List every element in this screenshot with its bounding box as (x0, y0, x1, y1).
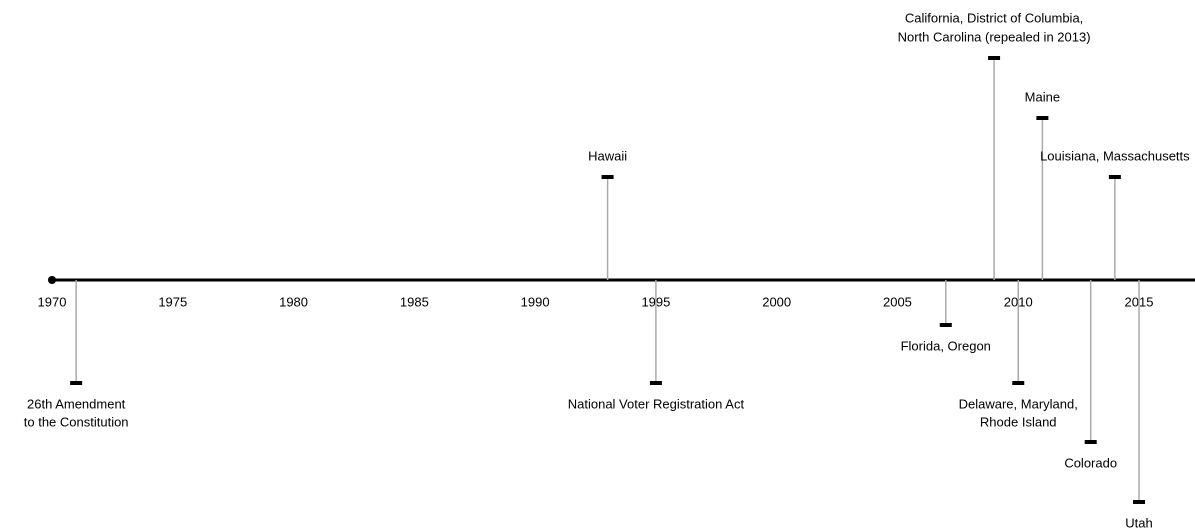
x-tick-label: 1980 (279, 294, 308, 309)
x-tick-label: 2005 (883, 294, 912, 309)
event-marker (649, 381, 662, 385)
event-marker (939, 323, 952, 327)
event-label: Hawaii (588, 148, 627, 163)
event-label: Utah (1125, 515, 1152, 530)
axis-start-dot (48, 276, 56, 284)
x-tick-label: 1970 (38, 294, 67, 309)
event-marker (1108, 175, 1121, 179)
event-label: to the Constitution (24, 414, 129, 429)
event-label: Delaware, Maryland, (959, 396, 1078, 411)
event-label: 26th Amendment (27, 396, 126, 411)
event-label: North Carolina (repealed in 2013) (898, 29, 1091, 44)
event-marker (1036, 116, 1049, 120)
event-label: Florida, Oregon (901, 338, 991, 353)
event-label: National Voter Registration Act (568, 396, 745, 411)
event-marker (70, 381, 83, 385)
event-label: California, District of Columbia, (905, 10, 1083, 25)
event-marker (601, 175, 614, 179)
event-label: Rhode Island (980, 414, 1057, 429)
event-marker (1012, 381, 1025, 385)
event-marker (1084, 440, 1097, 444)
event-label: Maine (1025, 89, 1060, 104)
x-tick-label: 1990 (521, 294, 550, 309)
event-label: Louisiana, Massachusetts (1040, 148, 1190, 163)
event-label: Colorado (1064, 455, 1117, 470)
x-tick-label: 2000 (762, 294, 791, 309)
event-marker (988, 56, 1001, 60)
event-marker (1133, 500, 1146, 504)
x-tick-label: 1975 (158, 294, 187, 309)
x-tick-label: 1985 (400, 294, 429, 309)
